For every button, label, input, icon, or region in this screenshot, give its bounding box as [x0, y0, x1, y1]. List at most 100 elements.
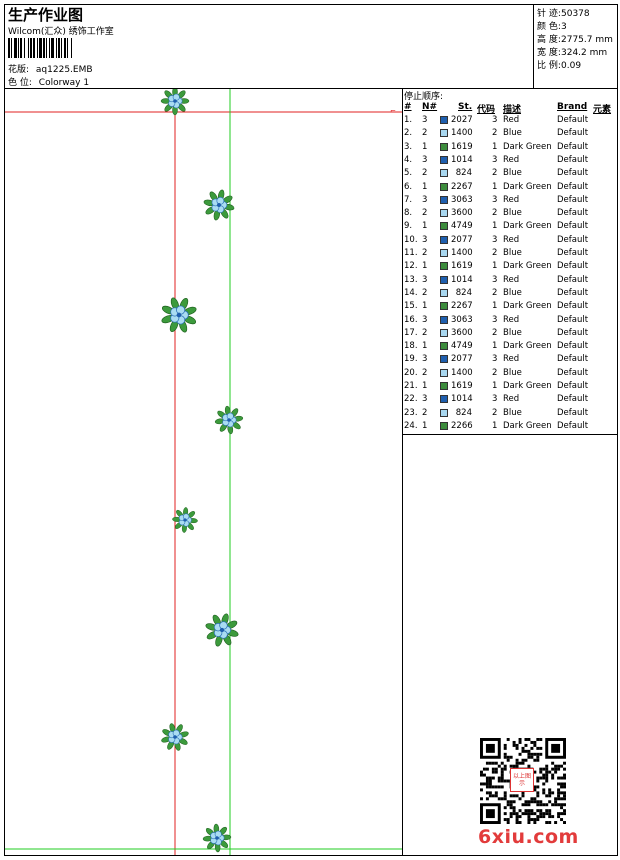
color-swatch	[440, 355, 448, 364]
row-needle: 2	[422, 248, 428, 258]
row-brand: Default	[557, 141, 589, 152]
row-number: 6.	[404, 181, 413, 192]
table-row: 1. 3 2027 3 Red Default	[404, 115, 618, 128]
row-needle: 2	[422, 367, 428, 378]
design-file-value: aq1225.EMB	[35, 65, 93, 75]
spec-value: 50378	[561, 9, 590, 19]
row-stitches: 1014	[451, 154, 473, 165]
row-description: Dark Green	[503, 341, 552, 352]
row-brand: Default	[557, 314, 589, 325]
spec-value: 324.2 mm	[561, 48, 608, 58]
row-number: 9.	[404, 221, 413, 232]
row-needle: 2	[422, 407, 428, 418]
page-title: 生产作业图	[8, 6, 84, 24]
color-swatch	[440, 169, 448, 178]
spec-label: 宽 度:	[537, 48, 561, 58]
color-swatch	[440, 302, 448, 311]
table-row: 12. 1 1619 1 Dark Green Default	[404, 261, 618, 274]
table-row: 9. 1 4749 1 Dark Green Default	[404, 221, 618, 234]
row-code: 2	[492, 248, 498, 258]
row-brand: Default	[557, 221, 589, 232]
row-needle: 3	[422, 154, 428, 165]
row-brand: Default	[557, 287, 589, 298]
spec-divider	[533, 4, 534, 88]
row-number: 16.	[404, 314, 418, 325]
table-row: 11. 2 1400 2 Blue Default	[404, 248, 618, 261]
row-stitches: 1619	[451, 141, 473, 152]
row-stitches: 1619	[451, 381, 473, 391]
col-header-brand: Brand	[557, 102, 588, 112]
row-code: 3	[492, 354, 498, 365]
row-stitches: 2266	[451, 420, 473, 431]
color-swatch	[440, 342, 448, 351]
color-swatch	[440, 408, 448, 417]
qr-stamp-text: 以上图示	[512, 773, 531, 787]
row-needle: 1	[422, 141, 428, 152]
row-stitches: 824	[455, 168, 472, 179]
row-description: Blue	[503, 407, 522, 418]
row-needle: 1	[422, 301, 428, 312]
embroidery-motif	[161, 723, 189, 751]
row-stitches: 4749	[451, 221, 473, 232]
table-bottom-divider	[402, 434, 618, 435]
row-number: 3.	[404, 141, 413, 152]
row-number: 20.	[404, 367, 418, 378]
row-description: Dark Green	[503, 141, 552, 152]
design-file-row: 花版: aq1225.EMB	[8, 62, 93, 75]
row-description: Blue	[503, 248, 522, 258]
page-frame	[4, 4, 618, 856]
design-canvas: ⌐	[5, 89, 402, 855]
row-stitches: 1400	[451, 128, 473, 139]
row-needle: 2	[422, 128, 428, 139]
row-brand: Default	[557, 181, 589, 192]
row-needle: 3	[422, 115, 428, 125]
color-swatch	[440, 368, 448, 377]
color-swatch	[440, 249, 448, 257]
row-number: 11.	[404, 248, 418, 258]
spec-label: 比 例:	[537, 61, 561, 71]
panel-divider	[402, 88, 403, 856]
row-number: 8.	[404, 208, 413, 219]
table-row: 24. 1 2266 1 Dark Green Default	[404, 421, 618, 434]
row-code: 2	[492, 287, 498, 298]
red-guide-marker: ⌐	[390, 107, 396, 115]
row-number: 7.	[404, 194, 413, 205]
row-code: 2	[492, 367, 498, 378]
row-description: Dark Green	[503, 261, 552, 272]
table-row: 21. 1 1619 1 Dark Green Default	[404, 381, 618, 394]
row-stitches: 2027	[451, 115, 473, 125]
row-stitches: 2267	[451, 181, 473, 192]
row-needle: 1	[422, 221, 428, 232]
row-code: 1	[492, 261, 498, 272]
row-stitches: 3063	[451, 194, 473, 205]
row-needle: 1	[422, 420, 428, 431]
row-brand: Default	[557, 274, 589, 285]
row-description: Dark Green	[503, 381, 552, 391]
spec-stitches: 针 迹:50378	[537, 6, 590, 19]
row-stitches: 4749	[451, 341, 473, 352]
color-swatch	[440, 116, 448, 124]
row-number: 18.	[404, 341, 418, 352]
table-row: 16. 3 3063 3 Red Default	[404, 315, 618, 328]
row-stitches: 1014	[451, 274, 473, 285]
stop-sequence-title: 停止顺序:	[404, 92, 444, 102]
color-swatch	[440, 262, 448, 271]
table-row: 10. 3 2077 3 Red Default	[404, 235, 618, 248]
row-stitches: 3063	[451, 314, 473, 325]
spec-value: 0.09	[561, 61, 582, 71]
row-number: 1.	[404, 115, 413, 125]
row-number: 24.	[404, 420, 418, 431]
color-swatch	[440, 222, 448, 231]
row-brand: Default	[557, 407, 589, 418]
spec-value: 3	[561, 22, 567, 32]
row-code: 3	[492, 154, 498, 165]
row-needle: 3	[422, 274, 428, 285]
colorway-label: 色 位:	[8, 78, 32, 88]
color-swatch	[440, 142, 448, 151]
row-needle: 3	[422, 194, 428, 205]
row-brand: Default	[557, 261, 589, 272]
embroidery-motif	[203, 189, 235, 221]
row-description: Blue	[503, 367, 522, 378]
embroidery-motif	[160, 89, 190, 116]
row-stitches: 3600	[451, 208, 473, 219]
